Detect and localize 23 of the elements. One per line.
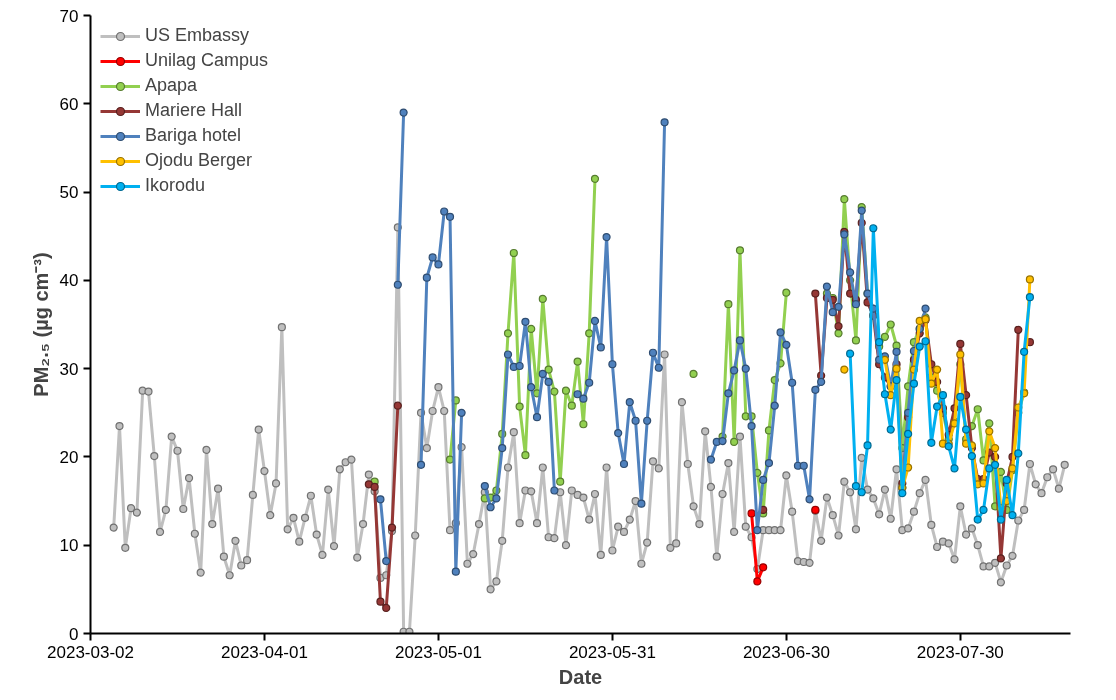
legend-label: Apapa (145, 75, 198, 96)
y-tick-label: 10 (59, 536, 79, 556)
y-tick-label: 60 (59, 94, 79, 114)
y-tick-label: 50 (59, 183, 79, 203)
legend-label: US Embassy (145, 25, 250, 46)
x-tick-label: 2023-04-01 (220, 642, 308, 662)
x-axis-title: Date (558, 665, 603, 688)
legend-label: Ikorodu (145, 175, 206, 196)
y-axis-title: PM₂.₅ (µg cm⁻³) (29, 252, 52, 397)
x-tick-label: 2023-03-02 (47, 642, 134, 662)
x-tick-label: 2023-07-30 (916, 642, 1004, 662)
y-tick-label: 20 (59, 447, 79, 467)
legend-label: Mariere Hall (145, 100, 243, 121)
legend-label: Bariga hotel (145, 125, 242, 146)
y-tick-label: 40 (59, 271, 79, 291)
x-tick-label: 2023-05-01 (394, 642, 482, 662)
x-tick-label: 2023-06-30 (742, 642, 830, 662)
legend-label: Unilag Campus (145, 50, 269, 71)
y-tick-label: 0 (69, 624, 79, 644)
x-tick-label: 2023-05-31 (568, 642, 656, 662)
y-tick-label: 30 (59, 359, 79, 379)
y-tick-label: 70 (59, 6, 79, 26)
legend-label: Ojodu Berger (145, 150, 253, 171)
